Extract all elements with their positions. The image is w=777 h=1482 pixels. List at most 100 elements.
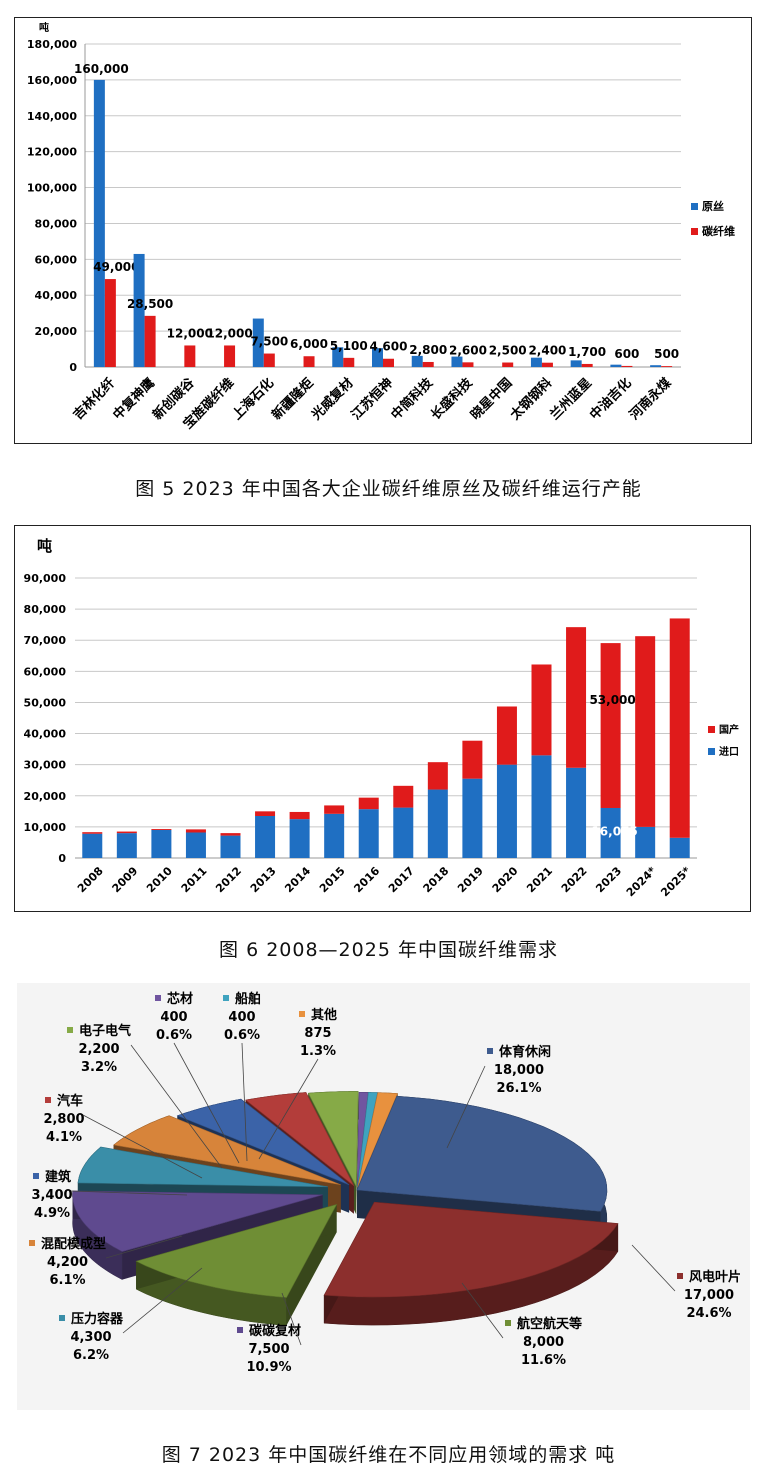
bar-import (393, 807, 414, 858)
bar-yuansi (93, 79, 105, 367)
bar-domestic (255, 811, 276, 816)
bar-import (255, 816, 276, 858)
bar-tanxianwei (621, 365, 633, 367)
x-tick-label: 2009 (110, 864, 141, 895)
leader-line (258, 1058, 319, 1160)
pie-slice (323, 1201, 619, 1326)
figure7-caption: 图 7 2023 年中国碳纤维在不同应用领域的需求 吨 (161, 1444, 616, 1466)
pie-label: 芯材 400 0.6% (155, 991, 193, 1043)
y-unit-label: 吨 (37, 537, 52, 555)
legend-label: 原丝 (702, 199, 724, 213)
bar-import (358, 809, 379, 858)
bar-import (462, 778, 483, 858)
pie-label-pct: 6.2% (73, 1348, 109, 1363)
bar-import (427, 789, 448, 858)
x-tick-label: 中复神鹰 (110, 375, 158, 423)
pie-slice-top (357, 1092, 378, 1188)
pie-label-pct: 11.6% (521, 1353, 566, 1368)
x-tick-label: 2021 (524, 864, 555, 895)
pie-label: 建筑 3,400 4.9% (31, 1169, 72, 1221)
pie-label-name: 船舶 (235, 991, 261, 1007)
bar-domestic (531, 664, 552, 756)
leader-line (446, 1065, 486, 1149)
data-label: 2,800 (409, 343, 447, 357)
x-tick-label: 2024* (624, 864, 659, 899)
bar-domestic (427, 762, 448, 790)
data-label: 6,000 (290, 337, 328, 351)
pie-label-value: 7,500 (248, 1342, 289, 1357)
bar-domestic (566, 627, 587, 768)
legend-swatch (33, 1173, 39, 1179)
x-tick-label: 2017 (386, 864, 417, 895)
bar-import (566, 767, 587, 858)
x-tick-label: 中油吉化 (587, 375, 635, 423)
x-tick-label: 2010 (144, 864, 175, 895)
bar-yuansi (252, 318, 264, 367)
figure7-chart: 体育休闲 18,000 26.1% 风电叶片 17,000 24.6% 航空航天等 8,000… (29, 991, 741, 1375)
x-tick-label: 新疆隆炬 (269, 375, 317, 423)
pie-label-name: 电子电气 (79, 1023, 131, 1039)
pie-slice-top (245, 1092, 355, 1186)
pie-label-pct: 24.6% (686, 1306, 731, 1321)
y-tick-label: 20,000 (35, 325, 78, 338)
pie-label-pct: 4.9% (34, 1206, 70, 1221)
legend-swatch (223, 995, 229, 1001)
bar-yuansi (570, 360, 582, 367)
legend-swatch (45, 1097, 51, 1103)
pie-label: 航空航天等 8,000 11.6% (505, 1316, 582, 1368)
bar-yuansi (372, 348, 383, 367)
bar-tanxianwei (144, 315, 156, 367)
x-tick-label: 2019 (455, 864, 486, 895)
bar-import (531, 755, 552, 858)
x-tick-label: 2011 (179, 864, 210, 895)
data-label: 7,500 (250, 335, 288, 349)
pie-label-name: 压力容器 (71, 1311, 124, 1327)
data-label: 160,000 (74, 62, 129, 76)
legend-swatch (237, 1327, 243, 1333)
pie-label-name: 芯材 (167, 991, 193, 1007)
pie-label-value: 875 (304, 1026, 331, 1041)
bar-yuansi (650, 365, 662, 367)
y-tick-label: 10,000 (24, 821, 67, 834)
pie-slice-top (307, 1091, 359, 1187)
pie-label: 风电叶片 17,000 24.6% (677, 1269, 741, 1321)
bar-import (116, 833, 137, 858)
pie-label-pct: 10.9% (246, 1360, 291, 1375)
pie-label: 体育休闲 18,000 26.1% (487, 1044, 551, 1096)
pie-label-name: 其他 (311, 1007, 337, 1023)
y-tick-label: 80,000 (24, 603, 67, 616)
legend-swatch (487, 1048, 493, 1054)
x-tick-label: 太钢钢科 (506, 375, 555, 424)
y-tick-label: 50,000 (24, 696, 67, 709)
y-tick-label: 180,000 (27, 38, 77, 51)
bar-tanxianwei (661, 366, 673, 367)
pie-label-value: 400 (228, 1010, 255, 1025)
pie-label-name: 航空航天等 (517, 1316, 582, 1332)
figure6-caption: 图 6 2008—2025 年中国碳纤维需求 (219, 939, 558, 961)
pie-label-name: 风电叶片 (689, 1269, 741, 1285)
bar-yuansi (451, 356, 463, 367)
leader-line (461, 1282, 504, 1339)
bar-import (151, 830, 172, 858)
pie-label-pct: 3.2% (81, 1060, 117, 1075)
bar-domestic (220, 833, 241, 836)
bar-domestic (635, 636, 656, 827)
bar-import (600, 807, 621, 858)
y-tick-label: 80,000 (35, 217, 78, 230)
data-label: 53,000 (589, 693, 635, 707)
data-label: 12,000 (206, 326, 252, 340)
data-label: 2,400 (528, 344, 566, 358)
legend-swatch (691, 203, 698, 210)
legend-swatch (505, 1320, 511, 1326)
pie-label-value: 8,000 (523, 1335, 564, 1350)
bar-import (324, 813, 345, 858)
x-tick-label: 2013 (248, 864, 279, 895)
x-tick-label: 兰州蓝星 (547, 375, 595, 423)
pie-label: 汽车 2,800 4.1% (43, 1093, 84, 1145)
y-tick-label: 40,000 (24, 728, 67, 741)
data-label: 4,600 (370, 340, 408, 354)
pie-label: 压力容器 4,300 6.2% (59, 1311, 124, 1363)
leader-line (241, 1042, 248, 1162)
pie-slice-top (113, 1115, 341, 1186)
pie-slice-top (72, 1190, 323, 1252)
